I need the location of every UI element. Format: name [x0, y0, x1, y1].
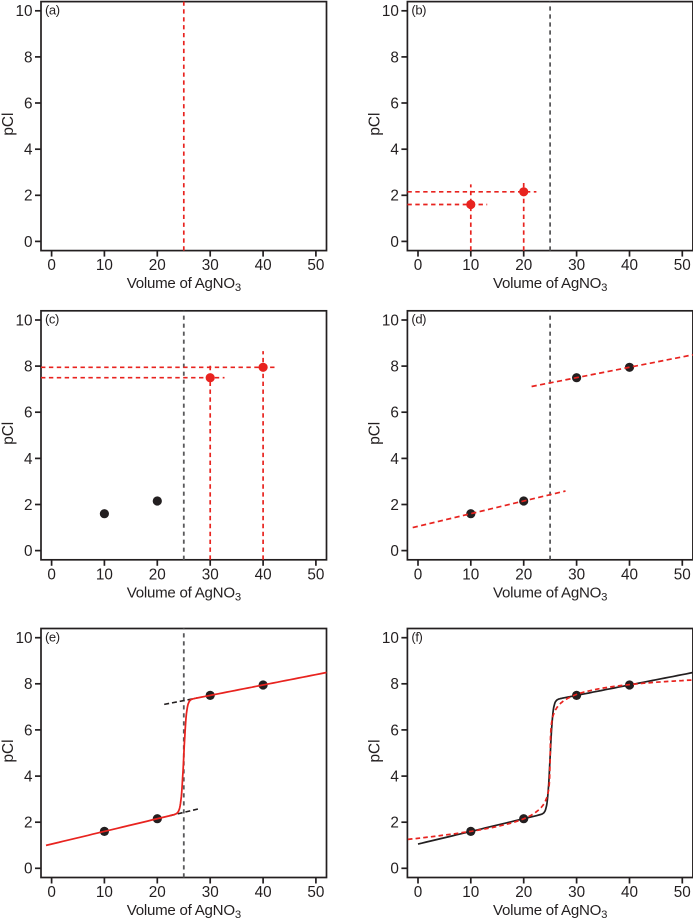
svg-text:50: 50	[307, 566, 324, 583]
svg-text:8: 8	[24, 359, 33, 376]
svg-text:50: 50	[674, 566, 691, 583]
svg-text:4: 4	[390, 451, 399, 468]
svg-text:8: 8	[24, 49, 33, 66]
svg-text:0: 0	[47, 884, 56, 901]
svg-text:2: 2	[24, 497, 33, 514]
svg-text:Volume of AgNO3: Volume of AgNO3	[127, 902, 241, 921]
svg-text:0: 0	[24, 234, 33, 251]
svg-text:0: 0	[390, 543, 399, 560]
svg-text:50: 50	[307, 257, 324, 274]
svg-text:8: 8	[390, 676, 399, 693]
svg-text:6: 6	[390, 722, 399, 739]
svg-text:30: 30	[568, 257, 585, 274]
svg-text:20: 20	[149, 257, 166, 274]
svg-text:(e): (e)	[45, 629, 60, 644]
svg-text:50: 50	[307, 884, 324, 901]
svg-text:Volume of AgNO3: Volume of AgNO3	[493, 584, 607, 603]
svg-text:(f): (f)	[411, 629, 422, 644]
svg-text:20: 20	[515, 884, 532, 901]
svg-text:0: 0	[47, 257, 56, 274]
svg-text:(a): (a)	[45, 3, 60, 18]
svg-text:pCl: pCl	[0, 740, 17, 763]
svg-text:30: 30	[202, 257, 219, 274]
svg-text:10: 10	[15, 312, 32, 329]
svg-text:0: 0	[414, 884, 423, 901]
svg-text:40: 40	[255, 257, 272, 274]
svg-text:6: 6	[390, 95, 399, 112]
svg-text:2: 2	[24, 815, 33, 832]
svg-text:10: 10	[382, 630, 399, 647]
svg-text:10: 10	[96, 566, 113, 583]
svg-text:40: 40	[255, 884, 272, 901]
svg-text:30: 30	[202, 566, 219, 583]
svg-text:4: 4	[390, 769, 399, 786]
svg-text:30: 30	[568, 884, 585, 901]
svg-text:10: 10	[96, 257, 113, 274]
svg-text:50: 50	[674, 884, 691, 901]
svg-text:6: 6	[24, 405, 33, 422]
svg-text:0: 0	[24, 543, 33, 560]
svg-text:10: 10	[382, 3, 399, 20]
svg-text:0: 0	[390, 234, 399, 251]
svg-text:2: 2	[390, 815, 399, 832]
svg-text:50: 50	[674, 257, 691, 274]
svg-text:8: 8	[390, 49, 399, 66]
svg-text:30: 30	[568, 566, 585, 583]
svg-text:30: 30	[202, 884, 219, 901]
svg-text:0: 0	[414, 257, 423, 274]
svg-text:40: 40	[621, 566, 638, 583]
svg-text:(d): (d)	[411, 312, 426, 327]
svg-text:6: 6	[24, 95, 33, 112]
svg-text:4: 4	[24, 451, 33, 468]
svg-text:0: 0	[414, 566, 423, 583]
svg-text:0: 0	[47, 566, 56, 583]
svg-text:10: 10	[96, 884, 113, 901]
svg-text:4: 4	[24, 769, 33, 786]
svg-text:6: 6	[390, 405, 399, 422]
svg-text:0: 0	[24, 861, 33, 878]
svg-text:20: 20	[515, 566, 532, 583]
svg-text:10: 10	[462, 884, 479, 901]
svg-text:2: 2	[390, 188, 399, 205]
svg-text:0: 0	[390, 861, 399, 878]
svg-text:10: 10	[462, 566, 479, 583]
svg-text:40: 40	[255, 566, 272, 583]
svg-text:10: 10	[462, 257, 479, 274]
svg-text:6: 6	[24, 722, 33, 739]
svg-text:(c): (c)	[45, 312, 59, 327]
svg-text:10: 10	[382, 312, 399, 329]
svg-text:20: 20	[149, 884, 166, 901]
svg-text:4: 4	[24, 142, 33, 159]
svg-text:20: 20	[149, 566, 166, 583]
svg-text:Volume of AgNO3: Volume of AgNO3	[127, 584, 241, 603]
svg-text:40: 40	[621, 257, 638, 274]
svg-text:2: 2	[390, 497, 399, 514]
svg-text:pCl: pCl	[366, 422, 383, 445]
svg-text:pCl: pCl	[366, 113, 383, 136]
svg-text:Volume of AgNO3: Volume of AgNO3	[493, 902, 607, 921]
svg-text:10: 10	[15, 3, 32, 20]
svg-text:Volume of AgNO3: Volume of AgNO3	[127, 275, 241, 294]
svg-text:2: 2	[24, 188, 33, 205]
svg-text:pCl: pCl	[0, 113, 17, 136]
svg-text:Volume of AgNO3: Volume of AgNO3	[493, 275, 607, 294]
svg-text:8: 8	[390, 359, 399, 376]
svg-text:8: 8	[24, 676, 33, 693]
svg-text:10: 10	[15, 630, 32, 647]
svg-text:pCl: pCl	[366, 740, 383, 763]
svg-text:20: 20	[515, 257, 532, 274]
svg-text:40: 40	[621, 884, 638, 901]
svg-text:(b): (b)	[411, 3, 426, 18]
svg-text:pCl: pCl	[0, 422, 17, 445]
svg-text:4: 4	[390, 142, 399, 159]
